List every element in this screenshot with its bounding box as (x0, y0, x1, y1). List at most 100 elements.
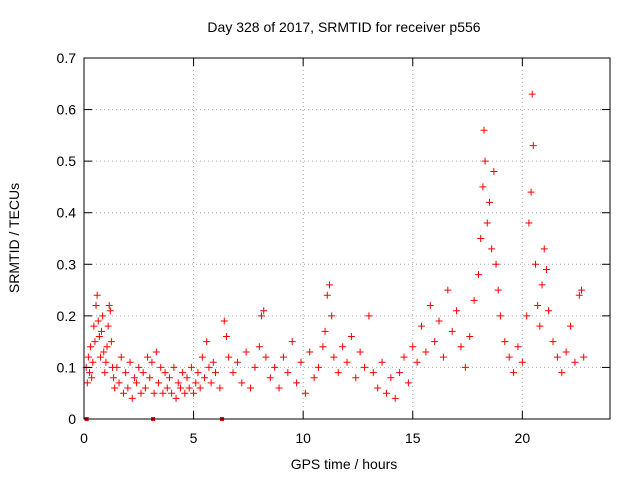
data-point (534, 302, 542, 310)
data-point (203, 338, 211, 346)
data-point (369, 369, 377, 377)
data-point (104, 322, 112, 330)
data-point (400, 353, 408, 361)
data-point (144, 353, 152, 361)
data-point (275, 384, 283, 392)
data-point (106, 307, 114, 315)
data-point (150, 389, 158, 397)
data-point (111, 384, 119, 392)
data-point (529, 142, 537, 150)
data-point (301, 389, 309, 397)
data-point (485, 198, 493, 206)
y-tick-label: 0.6 (57, 102, 77, 118)
data-point (94, 317, 102, 325)
data-point (483, 219, 491, 227)
data-point (435, 317, 443, 325)
data-point (172, 394, 180, 402)
data-point (470, 296, 478, 304)
data-point (87, 343, 95, 351)
data-point (562, 348, 570, 356)
data-point (92, 302, 100, 310)
data-point (549, 338, 557, 346)
data-point (220, 317, 228, 325)
data-point (352, 374, 360, 382)
data-point (496, 312, 504, 320)
data-point (413, 358, 421, 366)
data-point (161, 369, 169, 377)
plot-frame (83, 57, 611, 420)
data-point (391, 394, 399, 402)
data-point (475, 271, 482, 279)
x-tick-label: 0 (80, 430, 88, 446)
data-point (101, 369, 109, 377)
data-point (152, 348, 160, 356)
data-point (115, 379, 123, 387)
axis-ticks: 0 0.1 0.2 0.3 0.4 0.5 0.6 0.7 0 5 10 15 20 (57, 50, 610, 446)
data-point (113, 363, 121, 371)
data-point (347, 332, 355, 340)
y-tick-label: 0.7 (57, 50, 77, 66)
data-point (110, 374, 118, 382)
data-point (365, 312, 373, 320)
data-point (251, 363, 259, 371)
x-tick-label: 10 (295, 430, 311, 446)
data-point (91, 338, 99, 346)
data-point (201, 374, 209, 382)
data-point (137, 389, 145, 397)
data-point (319, 343, 327, 351)
data-point (477, 235, 485, 242)
data-point (553, 353, 561, 361)
data-point (578, 286, 586, 294)
data-point (133, 379, 141, 387)
data-point (260, 307, 268, 315)
data-point (404, 379, 412, 387)
data-point (494, 286, 502, 294)
data-point (540, 245, 548, 253)
data-point (135, 363, 143, 371)
data-point (183, 374, 191, 382)
data-point (194, 369, 202, 377)
data-point (271, 363, 279, 371)
data-point (453, 307, 461, 315)
data-point (146, 374, 154, 382)
data-point (297, 358, 305, 366)
data-point (255, 343, 263, 351)
data-point (229, 369, 237, 377)
data-point (170, 363, 178, 371)
data-point (157, 363, 165, 371)
data-point (242, 348, 250, 356)
data-point (514, 343, 522, 351)
data-point (325, 281, 333, 289)
data-point (527, 188, 535, 196)
data-point (501, 338, 509, 346)
data-point (98, 327, 106, 335)
x-axis-label: GPS time / hours (291, 456, 398, 472)
data-points (82, 90, 588, 421)
data-point (238, 379, 246, 387)
data-point (124, 384, 132, 392)
data-point (466, 332, 474, 340)
x-tick-label: 20 (515, 430, 531, 446)
data-point (284, 369, 292, 377)
data-point (95, 332, 103, 340)
y-axis-label: SRMTID / TECUs (6, 183, 22, 293)
data-point (96, 353, 104, 361)
data-point (444, 286, 452, 294)
data-point (538, 281, 546, 289)
data-point (222, 332, 230, 340)
data-point (117, 353, 125, 361)
data-point (83, 379, 91, 387)
data-point (323, 291, 331, 299)
data-point (505, 353, 513, 361)
data-point (207, 379, 215, 387)
y-tick-label: 0 (68, 411, 76, 427)
data-point (571, 358, 579, 366)
data-point (518, 358, 526, 366)
data-point (159, 389, 167, 397)
data-point (163, 384, 171, 392)
data-point (426, 302, 434, 310)
data-point (190, 389, 198, 397)
data-point (334, 369, 342, 377)
data-point (141, 384, 149, 392)
data-point (523, 312, 531, 320)
